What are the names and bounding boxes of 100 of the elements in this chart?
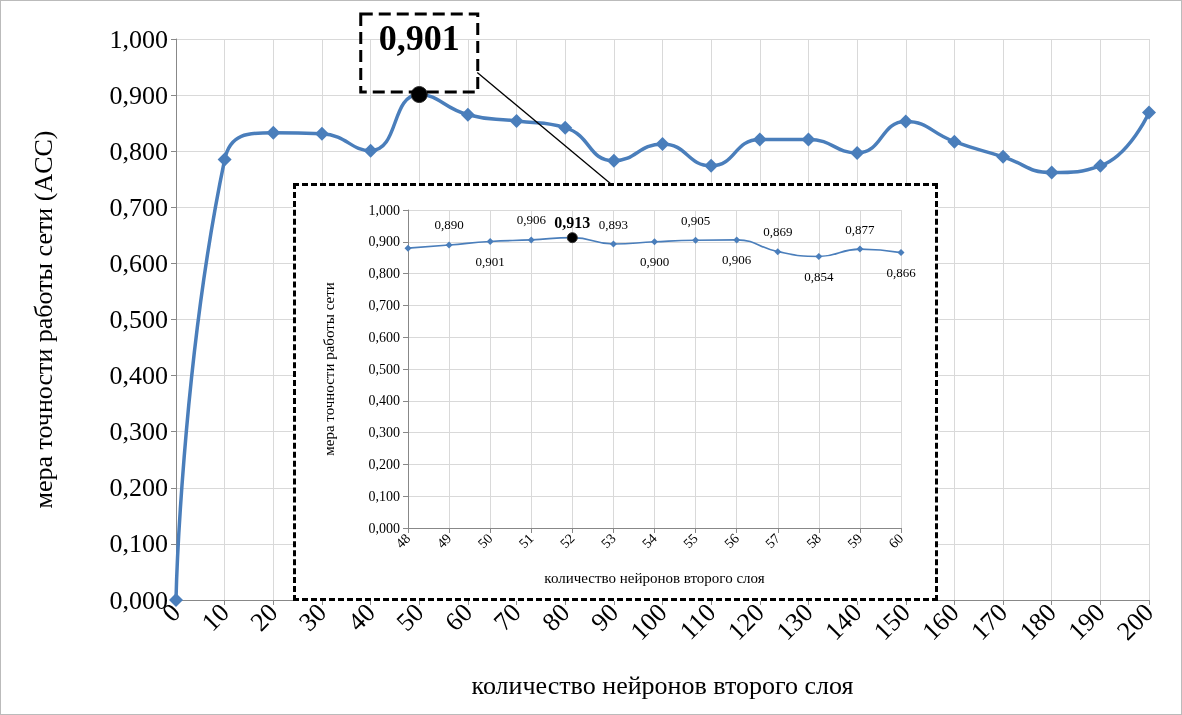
point [692,236,700,244]
point [314,126,329,141]
x-tick-label: 100 [624,597,673,646]
point [774,248,782,256]
annotation: 0,913 [554,213,591,231]
point [486,237,494,245]
x-tick-label: 51 [516,530,537,552]
x-tick-label: 170 [965,597,1014,646]
x-tick-label: 130 [770,597,819,646]
y-tick-label: 0,300 [368,425,400,441]
point [856,245,864,253]
x-tick-label: 55 [680,530,701,552]
y-tick-label: 0,300 [109,417,168,447]
point [609,240,617,248]
x-tick-label: 120 [721,597,771,646]
y-tick-label: 1,000 [368,202,400,218]
data-label: 0,906 [722,252,752,268]
data-label: 0,854 [804,268,834,284]
data-label: 0,901 [475,253,505,269]
x-tick-label: 80 [536,597,576,637]
x-tick-label: 30 [293,597,333,637]
x-tick-label: 59 [844,530,866,552]
point [655,136,670,151]
x-tick-label: 190 [1062,597,1111,646]
data-label: 0,906 [516,212,547,228]
data-label: 0,890 [434,217,464,233]
x-tick-label: 160 [916,597,965,646]
x-tick-label: 140 [819,597,868,646]
x-tick-label: 52 [557,530,578,552]
y-axis-title: мера точности работы сети (ACC) [28,130,58,509]
x-tick-label: 10 [196,597,235,637]
data-label: 0,869 [763,224,793,240]
data-label: 0,866 [886,265,917,281]
point [1142,105,1156,120]
y-tick-label: 0,900 [109,80,168,110]
y-tick-label: 0,800 [368,266,400,282]
point [752,132,767,147]
point [897,249,905,257]
point [898,114,913,129]
x-axis-title: количество нейронов второго слоя [471,670,854,700]
x-tick-label: 56 [721,530,742,552]
point [733,236,741,244]
point [996,149,1011,164]
y-tick-label: 0,100 [368,488,400,504]
x-tick-label: 57 [762,530,784,552]
point [850,145,865,160]
point [404,244,412,252]
annotation: 0,901 [378,18,460,59]
point [445,241,453,249]
point [651,238,658,246]
y-tick-label: 0,200 [109,473,168,503]
y-tick-label: 0,100 [109,529,168,559]
x-tick-label: 58 [803,530,825,552]
point [947,134,962,149]
y-tick-label: 0,700 [109,192,168,222]
point [606,153,621,168]
x-tick-label: 20 [244,597,284,637]
y-tick-label: 0,700 [368,297,400,313]
point [363,143,378,158]
y-tick-label: 0,600 [368,329,400,345]
x-tick-label: 50 [390,597,430,637]
y-tick-label: 0,800 [109,136,168,166]
point [266,125,281,140]
point [801,132,816,147]
x-tick-label: 110 [674,597,722,646]
point [527,236,535,244]
x-tick-label: 200 [1111,597,1160,646]
point [1044,165,1059,180]
data-label: 0,905 [680,212,711,228]
x-tick-label: 60 [439,597,479,637]
y-tick-label: 0,500 [109,305,168,334]
x-tick-label: 150 [867,597,916,646]
y-tick-label: 0,000 [368,520,400,536]
y-tick-label: 0,600 [109,248,168,278]
point [558,120,573,135]
point [815,252,823,260]
y-tick-label: 1,000 [109,24,168,54]
x-tick-label: 60 [885,530,907,552]
x-tick-label: 180 [1013,597,1062,646]
y-tick-label: 0,500 [368,361,400,377]
x-tick-label: 53 [598,530,619,552]
y-axis-title: мера точности работы сети [320,282,337,456]
x-tick-label: 70 [487,597,527,637]
x-tick-label: 50 [474,530,496,552]
point [460,107,475,122]
point [509,113,524,128]
x-tick-label: 40 [341,597,381,637]
y-tick-label: 0,200 [368,456,400,472]
data-label: 0,893 [598,216,629,232]
point [704,158,719,173]
x-tick-label: 90 [585,597,625,637]
point [1093,158,1108,173]
y-tick-label: 0,900 [368,234,400,250]
y-tick-label: 0,400 [109,361,168,391]
x-tick-label: 54 [639,530,660,552]
point [217,152,232,167]
data-label: 0,900 [639,254,670,270]
y-tick-label: 0,400 [368,393,400,409]
data-label: 0,877 [845,221,876,237]
x-tick-label: 49 [433,530,455,552]
